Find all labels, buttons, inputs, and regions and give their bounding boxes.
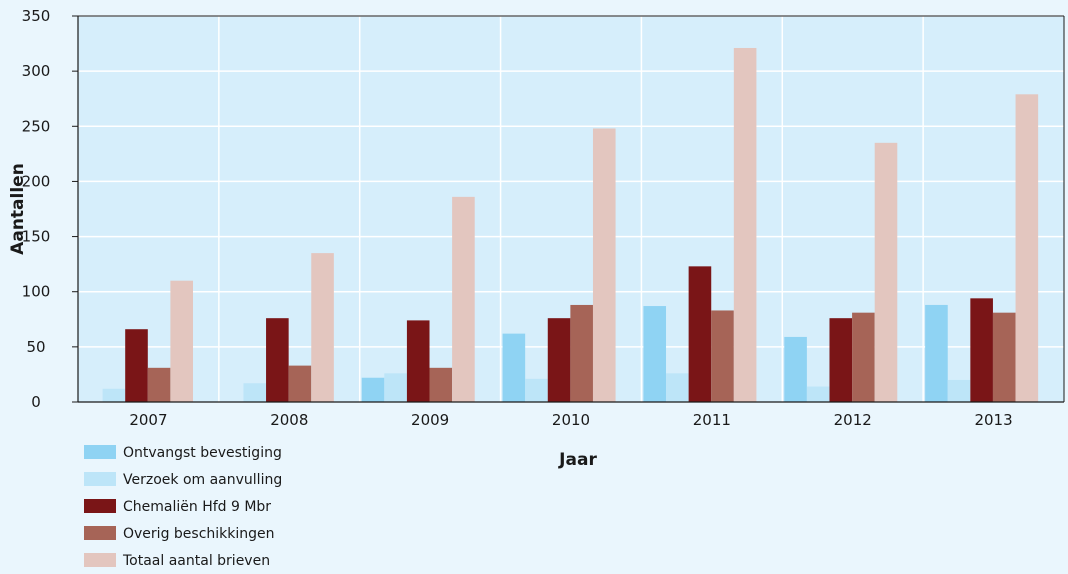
y-tick-label: 200: [22, 172, 51, 190]
legend-label: Ontvangst bevestiging: [123, 445, 282, 461]
bar: [243, 383, 267, 402]
bar: [547, 318, 571, 402]
bar: [361, 377, 385, 402]
x-tick-label: 2008: [270, 411, 308, 429]
bar: [147, 367, 171, 402]
y-tick-label: 300: [22, 62, 51, 80]
bar: [711, 310, 734, 402]
x-tick-label: 2007: [129, 411, 167, 429]
y-tick-label: 0: [31, 393, 41, 411]
axes: 0 50 100 150 200 250 300 350 2007 2008 2009 2010 201…: [22, 7, 1065, 429]
bars: [102, 47, 1039, 403]
bar: [806, 386, 830, 402]
legend-swatch: [84, 499, 116, 513]
legend-swatch: [84, 445, 116, 459]
bar: [874, 142, 898, 403]
bar: [947, 379, 971, 402]
bar: [502, 333, 526, 402]
bar: [992, 312, 1016, 402]
bar: [1015, 94, 1039, 402]
legend-swatch: [84, 553, 116, 567]
bar: [852, 312, 875, 402]
x-tick-label: 2013: [974, 411, 1012, 429]
y-tick-label: 350: [22, 7, 51, 25]
bar: [925, 304, 948, 402]
bar: [288, 365, 312, 402]
bar: [829, 318, 853, 402]
bar: [406, 320, 430, 402]
bar: [784, 336, 807, 402]
bar: [733, 47, 757, 403]
bar: [666, 373, 689, 402]
bar: [102, 388, 126, 402]
y-axis-label: Aantallen: [8, 163, 28, 255]
bar: [970, 298, 993, 402]
bar: [311, 253, 334, 402]
legend-label: Verzoek om aanvulling: [123, 472, 282, 488]
legend-label: Totaal aantal brieven: [122, 553, 270, 569]
bar: [525, 378, 548, 402]
y-tick-label: 150: [22, 228, 51, 246]
bar: [384, 373, 407, 402]
bar: [170, 280, 193, 402]
bar: [643, 306, 667, 402]
bar: [429, 367, 453, 402]
x-axis-label: Jaar: [558, 450, 597, 470]
x-tick-label: 2011: [693, 411, 731, 429]
x-tick-label: 2012: [834, 411, 872, 429]
legend-swatch: [84, 472, 116, 486]
y-tick-label: 100: [22, 283, 51, 301]
bar: [125, 329, 148, 402]
bar: [592, 128, 616, 402]
legend-swatch: [84, 526, 116, 540]
bar: [570, 304, 593, 402]
bar: [688, 266, 712, 402]
x-tick-label: 2010: [552, 411, 590, 429]
x-tick-label: 2009: [411, 411, 449, 429]
legend-label: Overig beschikkingen: [123, 526, 275, 542]
bar: [266, 318, 289, 402]
y-tick-label: 250: [22, 117, 51, 135]
legend-label: Chemaliën Hfd 9 Mbr: [123, 499, 271, 515]
bar: [452, 196, 475, 402]
y-tick-label: 50: [26, 338, 45, 356]
legend: Ontvangst bevestiging Verzoek om aanvulli…: [84, 445, 282, 569]
